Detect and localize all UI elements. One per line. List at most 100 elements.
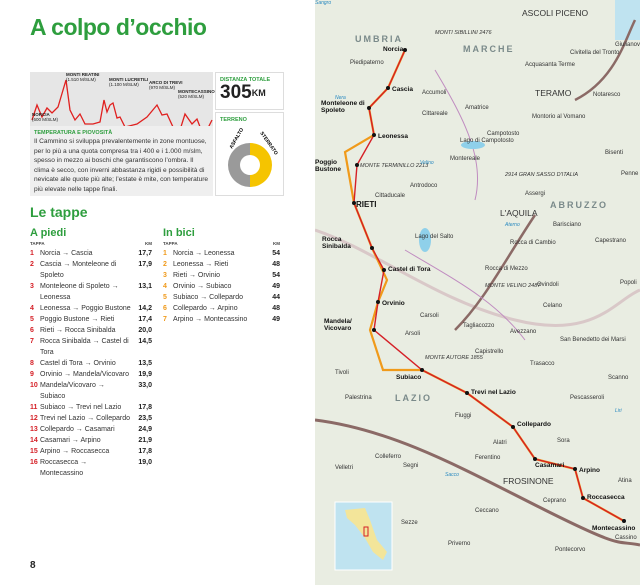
map-label: Cittareale bbox=[422, 111, 448, 117]
stage-km: 17,8 bbox=[138, 448, 152, 455]
stop-label: Monteleone di Spoleto bbox=[321, 100, 365, 114]
stage-number: 14 bbox=[30, 437, 38, 444]
stop-marker bbox=[376, 300, 380, 304]
peak-label: MONTI REATINI (1.510 m/slm) bbox=[66, 72, 100, 82]
stop-label: Subiaco bbox=[396, 374, 422, 381]
map-label: Priverno bbox=[448, 541, 471, 547]
map-label: Tivoli bbox=[335, 370, 349, 376]
page-title: A colpo d’occhio bbox=[30, 14, 207, 40]
stage-route: Castel di Tora → Orvinio bbox=[40, 360, 116, 367]
stop-label: Rocca Sinibalda bbox=[322, 236, 351, 250]
distance-value: 305KM bbox=[220, 82, 266, 103]
stage-km: 14,5 bbox=[138, 338, 152, 345]
elevation-profile bbox=[30, 72, 213, 126]
stop-label: Poggio Bustone bbox=[315, 159, 341, 173]
stage-row: 16 Roccasecca → Montecassino 19,0 bbox=[30, 457, 152, 479]
stage-number: 3 bbox=[163, 272, 167, 279]
stage-km: 49 bbox=[272, 316, 280, 323]
foot-stages-table: A piedi TAPPA KM 1 Norcia → Cascia 17,7 2 Cas… bbox=[30, 227, 152, 479]
map-label: UMBRIA bbox=[355, 34, 403, 44]
map-label: Lago del Salto bbox=[415, 234, 454, 240]
col-stage: TAPPA bbox=[30, 241, 45, 246]
bike-title: In bici bbox=[163, 227, 195, 239]
stage-km: 17,9 bbox=[138, 261, 152, 268]
stage-number: 16 bbox=[30, 459, 38, 466]
map-label: Carsoli bbox=[420, 313, 439, 319]
stage-number: 15 bbox=[30, 448, 38, 455]
stage-number: 6 bbox=[163, 305, 167, 312]
peak-label: NORCIA (600 m/slm) bbox=[32, 112, 59, 122]
map-label: Civitella del Tronto bbox=[570, 50, 620, 56]
stage-number: 1 bbox=[30, 250, 34, 257]
map-label: Tagliacozzo bbox=[463, 323, 495, 329]
map-label: Ovindoli bbox=[537, 282, 559, 288]
elevation-line bbox=[31, 79, 213, 126]
stage-route: Rieti → Rocca Sinibalda bbox=[40, 327, 116, 334]
map-label: Scanno bbox=[608, 375, 629, 381]
map-label: Sacco bbox=[445, 472, 459, 478]
stage-number: 3 bbox=[30, 283, 34, 290]
stage-km: 17,4 bbox=[138, 316, 152, 323]
stage-number: 7 bbox=[30, 338, 34, 345]
dirt-segment bbox=[250, 143, 272, 187]
stage-row: 1 Norcia → Cascia 17,7 bbox=[30, 248, 152, 259]
map-label: Ceccano bbox=[475, 508, 499, 514]
map-label: MONTE VELINO 2487 bbox=[485, 283, 541, 289]
stage-km: 19,9 bbox=[138, 371, 152, 378]
stage-route: Trevi nel Lazio → Collepardo bbox=[40, 415, 131, 422]
stop-label: Orvinio bbox=[382, 300, 405, 307]
stage-route: Arpino → Roccasecca bbox=[40, 448, 110, 455]
map-label: Sezze bbox=[401, 520, 418, 526]
stage-row: 1 Norcia → Leonessa 54 bbox=[163, 248, 280, 259]
map-label: Pontecorvo bbox=[555, 547, 586, 553]
map-label: L'AQUILA bbox=[500, 208, 538, 218]
stop-label: Roccasecca bbox=[587, 494, 625, 501]
map-label: Popoli bbox=[620, 280, 637, 286]
stop-marker bbox=[370, 246, 374, 250]
stop-marker bbox=[352, 201, 356, 205]
map-label: Atina bbox=[618, 478, 632, 484]
stage-number: 13 bbox=[30, 426, 38, 433]
stage-route: Collepardo → Arpino bbox=[173, 305, 238, 312]
stage-number: 8 bbox=[30, 360, 34, 367]
map-label: Velletri bbox=[335, 465, 354, 471]
stage-row: 2 Leonessa → Rieti 48 bbox=[163, 259, 280, 270]
stage-number: 10 bbox=[30, 382, 38, 389]
stop-marker bbox=[382, 268, 386, 272]
stage-row: 8 Castel di Tora → Orvinio 13,5 bbox=[30, 358, 152, 369]
stage-number: 4 bbox=[30, 305, 34, 312]
stop-marker bbox=[581, 496, 585, 500]
stage-number: 1 bbox=[163, 250, 167, 257]
stop-marker bbox=[533, 457, 537, 461]
map-label: Aterno bbox=[505, 222, 520, 228]
stage-route: Norcia → Leonessa bbox=[173, 250, 235, 257]
stages-heading: Le tappe bbox=[30, 204, 88, 220]
stage-km: 17,8 bbox=[138, 404, 152, 411]
map-label: Capistrello bbox=[475, 349, 504, 355]
foot-title: A piedi bbox=[30, 227, 67, 239]
map-label: Fiuggi bbox=[455, 413, 472, 419]
stop-marker bbox=[372, 328, 376, 332]
stage-number: 9 bbox=[30, 371, 34, 378]
stage-row: 4 Leonessa → Poggio Bustone 14,2 bbox=[30, 303, 152, 314]
map-label: Montereale bbox=[450, 156, 481, 162]
stage-row: 6 Rieti → Rocca Sinibalda 20,0 bbox=[30, 325, 152, 336]
stop-marker bbox=[355, 163, 359, 167]
map-label: Colleferro bbox=[375, 454, 402, 460]
map-label: San Benedetto dei Marsi bbox=[560, 337, 626, 343]
map-label: Acquasanta Terme bbox=[525, 62, 575, 68]
stage-km: 24,9 bbox=[138, 426, 152, 433]
distance-panel: DISTANZA TOTALE 305KM bbox=[215, 72, 284, 110]
peak-label: MONTECASSINO (520 m/slm) bbox=[178, 89, 215, 99]
stage-number: 11 bbox=[30, 404, 38, 411]
col-km: KM bbox=[145, 241, 152, 246]
stage-km: 33,0 bbox=[138, 382, 152, 389]
page-number: 8 bbox=[30, 560, 36, 571]
stage-row: 14 Casamari → Arpino 21,9 bbox=[30, 435, 152, 446]
stop-marker bbox=[420, 368, 424, 372]
stage-row: 6 Collepardo → Arpino 48 bbox=[163, 303, 280, 314]
bike-stages-table: In bici TAPPA KM 1 Norcia → Leonessa 54 2 Leo… bbox=[163, 227, 280, 325]
map-label: Sora bbox=[557, 438, 570, 444]
terrain-panel: TERRENO ASFALTO STERRATO bbox=[215, 112, 284, 196]
map-label: Arsoli bbox=[405, 331, 421, 337]
